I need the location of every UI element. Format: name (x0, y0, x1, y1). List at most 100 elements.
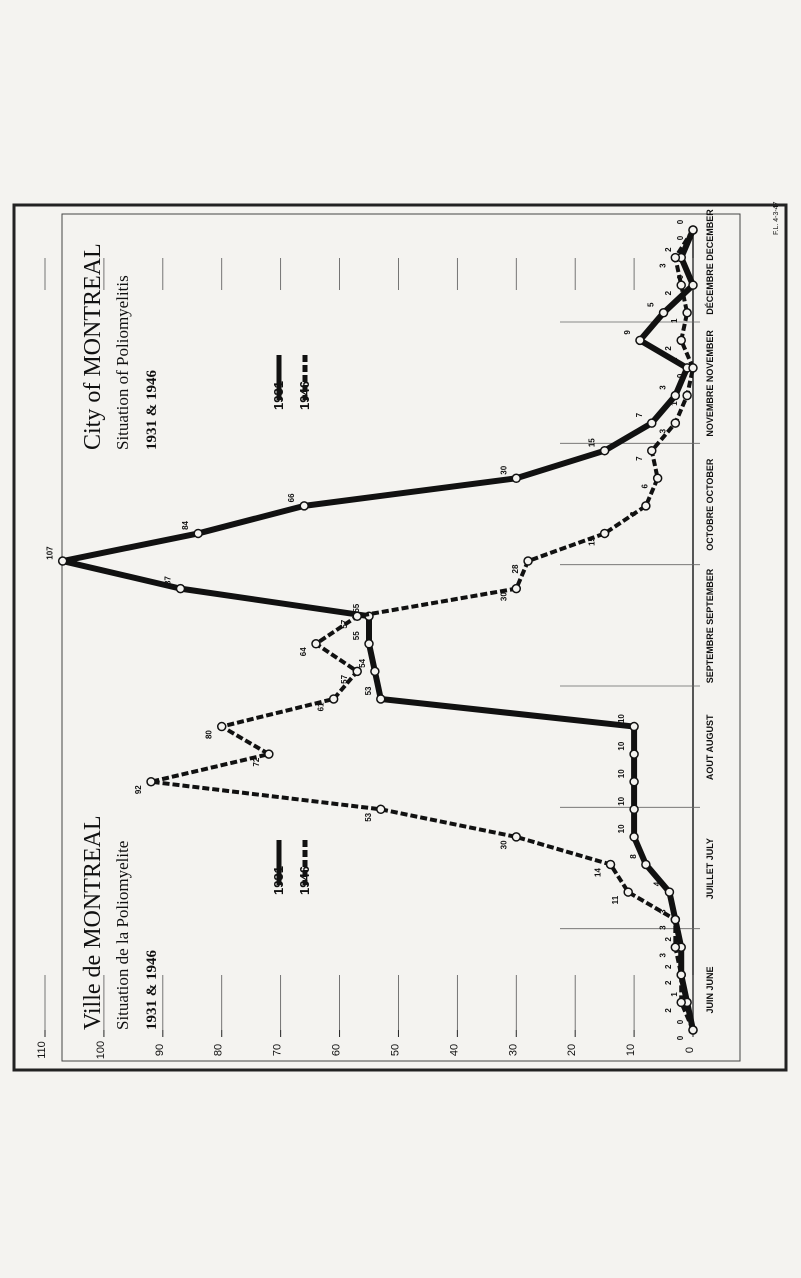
point (676, 280, 686, 290)
data-label: 4 (652, 881, 661, 886)
point (664, 887, 675, 897)
data-label: 92 (134, 785, 143, 794)
point (670, 418, 681, 428)
point (658, 308, 669, 318)
chart-title: 1931 & 1946 (144, 370, 160, 450)
y-tick-label: 90 (154, 1044, 166, 1056)
month-label: NOVEMBRE NOVEMBER (705, 330, 715, 437)
point (647, 418, 657, 428)
data-label: 53 (364, 686, 373, 695)
point (352, 666, 362, 677)
data-label: 30 (499, 840, 508, 849)
point (676, 970, 686, 980)
point (623, 887, 633, 897)
y-tick-label: 100 (95, 1041, 107, 1059)
data-label: 0 (676, 235, 685, 240)
chart-title: Situation de la Poliomyelite (113, 841, 132, 1030)
y-tick-label: 80 (213, 1044, 225, 1056)
data-label: 72 (252, 757, 261, 766)
point (670, 942, 681, 952)
data-label: 57 (340, 619, 349, 628)
point (635, 335, 645, 346)
inner-frame (61, 213, 741, 1062)
chart-title: 1931 & 1946 (144, 950, 160, 1030)
data-label: 2 (664, 290, 673, 295)
data-label: 3 (658, 263, 667, 268)
point (370, 666, 380, 677)
data-label: 3 (658, 925, 667, 930)
data-label: 10 (617, 796, 626, 805)
data-label: 57 (340, 674, 349, 683)
outer-frame (12, 203, 788, 1072)
data-label: 3 (658, 428, 667, 433)
point (647, 445, 657, 456)
data-label: 1 (670, 318, 679, 323)
month-label: AOUT AUGUST (705, 714, 715, 780)
point (511, 473, 522, 484)
point (652, 473, 663, 484)
point (57, 556, 68, 566)
data-label: 8 (629, 511, 638, 516)
point (682, 390, 692, 401)
data-label: 87 (163, 576, 172, 585)
data-label: 2 (664, 346, 673, 351)
point (629, 804, 639, 815)
point (216, 721, 227, 732)
point (629, 721, 639, 732)
data-label: 84 (181, 520, 190, 529)
y-tick-label: 70 (272, 1044, 284, 1056)
data-label: 55 (352, 603, 361, 612)
data-label: 14 (594, 867, 603, 876)
point (264, 749, 274, 759)
data-label: 2 (664, 1008, 673, 1013)
point (376, 804, 386, 815)
data-label: 8 (629, 854, 638, 859)
y-tick-label: 40 (448, 1044, 460, 1056)
point (676, 997, 686, 1008)
data-label: 10 (617, 741, 626, 750)
point (364, 639, 374, 649)
point (299, 501, 309, 511)
data-label: 10 (617, 824, 626, 833)
data-label: 3 (658, 909, 667, 914)
data-label: 0 (676, 1035, 685, 1040)
data-label: 61 (317, 702, 326, 711)
point (193, 528, 203, 539)
month-label: JUIN JUNE (705, 966, 715, 1013)
point (629, 749, 639, 759)
data-label: 53 (364, 812, 373, 821)
data-label: 7 (635, 412, 644, 417)
y-tick-label: 20 (566, 1044, 578, 1056)
point (328, 694, 339, 704)
stamp: F.L. 4-3-47 (773, 201, 780, 235)
data-label: 5 (647, 302, 656, 307)
y-tick-label: 10 (625, 1044, 637, 1056)
month-label: OCTOBRE OCTOBER (705, 458, 715, 551)
point (511, 832, 522, 842)
point (523, 556, 533, 566)
point (605, 859, 616, 870)
y-tick-label: 60 (331, 1044, 343, 1056)
data-label: 6 (641, 484, 650, 489)
point (629, 832, 639, 842)
y-tick-label: 110 (36, 1041, 48, 1059)
point (670, 390, 681, 401)
data-label: 0 (676, 1019, 685, 1024)
point (688, 280, 698, 290)
month-label: SEPTEMBRE SEPTEMBER (705, 568, 715, 683)
data-label: 2 (664, 247, 673, 252)
series-line (149, 228, 695, 1031)
point (175, 583, 186, 594)
point (146, 776, 156, 787)
data-label: 30 (499, 465, 508, 474)
point (688, 363, 698, 373)
chart-title: Situation of Poliomyelitis (113, 275, 132, 450)
point (629, 776, 639, 787)
data-label: 1 (670, 357, 679, 362)
y-tick-label: 50 (389, 1044, 401, 1056)
data-label: 107 (46, 546, 55, 560)
data-label: 3 (658, 952, 667, 957)
data-label: 0 (676, 373, 685, 378)
y-tick-label: 30 (507, 1044, 519, 1056)
